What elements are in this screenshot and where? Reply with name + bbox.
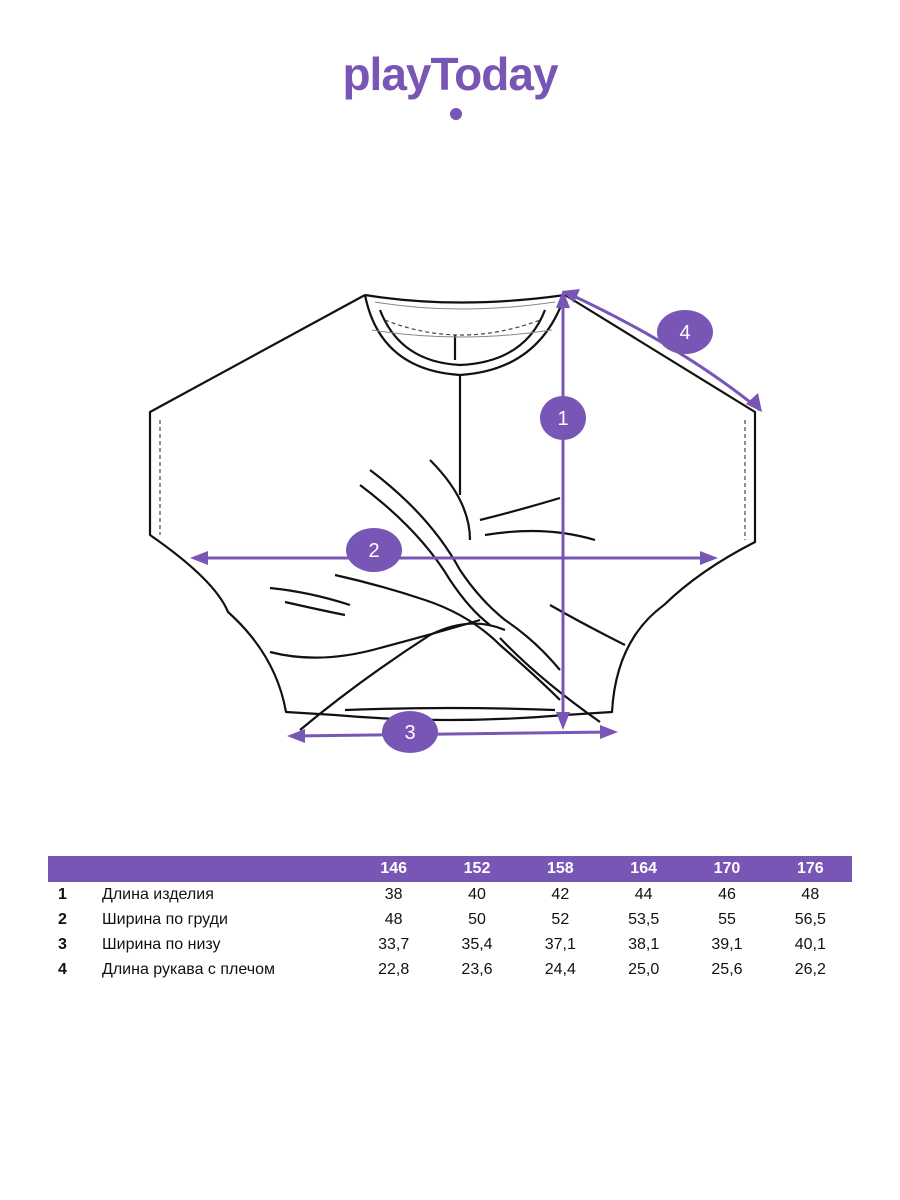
cell: 48 xyxy=(384,910,403,928)
measure-lines xyxy=(190,289,762,743)
cell: 44 xyxy=(634,885,653,903)
row-number: 2 xyxy=(58,910,67,928)
cell: 40,1 xyxy=(794,935,826,953)
marker-3: 3 xyxy=(382,711,438,753)
size-170: 170 xyxy=(713,860,741,877)
cell: 53,5 xyxy=(628,910,660,928)
cell: 33,7 xyxy=(378,935,410,953)
cell: 38,1 xyxy=(628,935,660,953)
row-label: Длина рукава с плечом xyxy=(102,960,275,978)
cell: 23,6 xyxy=(461,960,493,978)
cell: 56,5 xyxy=(794,910,826,928)
cell: 46 xyxy=(718,885,736,903)
row-number: 3 xyxy=(58,935,67,953)
stitch-lines xyxy=(159,319,746,540)
cell: 42 xyxy=(551,885,570,903)
svg-text:1: 1 xyxy=(557,408,568,430)
cell: 50 xyxy=(468,910,486,928)
cell: 24,4 xyxy=(544,960,576,978)
cell: 25,0 xyxy=(628,960,660,978)
cell: 38 xyxy=(384,885,403,903)
size-164: 164 xyxy=(630,860,657,877)
size-158: 158 xyxy=(546,860,574,877)
marker-2: 2 xyxy=(346,528,402,572)
header-blank xyxy=(48,856,352,882)
cell: 39,1 xyxy=(711,935,743,953)
cell: 35,4 xyxy=(461,935,493,953)
brand-wordmark: playToday xyxy=(342,48,559,100)
cell: 22,8 xyxy=(378,960,410,978)
cell: 25,6 xyxy=(711,960,743,978)
size-146: 146 xyxy=(380,860,408,877)
cell: 40 xyxy=(468,885,486,903)
size-152: 152 xyxy=(463,860,491,877)
table-row: 3 Ширина по низу 33,7 35,4 37,1 38,1 39,… xyxy=(48,932,852,957)
marker-1: 1 xyxy=(540,396,586,440)
cell: 55 xyxy=(718,910,736,928)
row-label: Ширина по низу xyxy=(102,935,221,953)
brand-logo-dot xyxy=(450,108,462,120)
brand-logo: playToday xyxy=(0,48,900,128)
row-number: 1 xyxy=(58,885,67,903)
svg-text:3: 3 xyxy=(404,722,415,744)
garment-outline xyxy=(148,293,757,731)
collar-rib xyxy=(371,301,556,338)
size-table: 146 152 158 164 170 176 1 Длина изделия … xyxy=(48,856,852,982)
svg-text:4: 4 xyxy=(679,322,690,344)
svg-text:2: 2 xyxy=(368,540,379,562)
table-row: 4 Длина рукава с плечом 22,8 23,6 24,4 2… xyxy=(48,957,852,982)
row-label: Ширина по груди xyxy=(102,910,228,928)
size-header-row: 146 152 158 164 170 176 xyxy=(48,856,852,882)
row-label: Длина изделия xyxy=(102,885,214,903)
cell: 52 xyxy=(551,910,570,928)
table-row: 1 Длина изделия 38 40 42 44 46 48 xyxy=(48,882,852,907)
size-176: 176 xyxy=(796,860,824,877)
cell: 37,1 xyxy=(544,935,576,953)
marker-4: 4 xyxy=(657,310,713,354)
row-number: 4 xyxy=(58,960,67,978)
cell: 48 xyxy=(801,885,820,903)
cell: 26,2 xyxy=(794,960,826,978)
garment-diagram: 1 2 3 4 xyxy=(0,270,900,770)
table-row: 2 Ширина по груди 48 50 52 53,5 55 56,5 xyxy=(48,907,852,932)
